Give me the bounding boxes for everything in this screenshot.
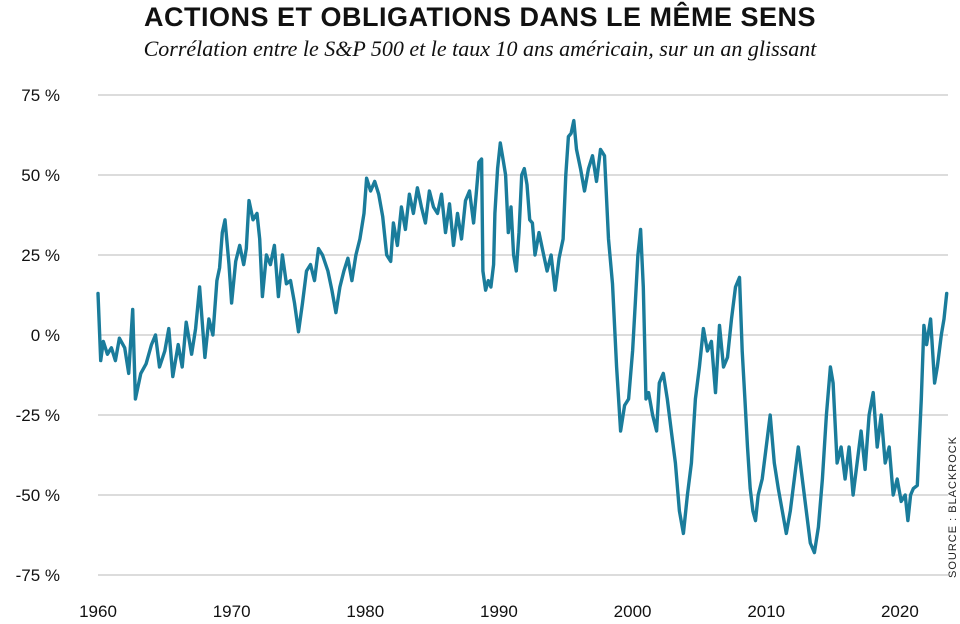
- x-tick-label: 1980: [346, 602, 384, 621]
- x-tick-label: 1960: [79, 602, 117, 621]
- chart-subtitle: Corrélation entre le S&P 500 et le taux …: [143, 36, 817, 61]
- x-axis-ticks: 1960 1970 1980 1990 2000 2010 2020: [79, 602, 919, 621]
- x-tick-label: 2000: [614, 602, 652, 621]
- chart-title: ACTIONS ET OBLIGATIONS DANS LE MÊME SENS: [143, 2, 817, 32]
- y-tick-label: 75 %: [21, 86, 60, 105]
- y-tick-label: 50 %: [21, 166, 60, 185]
- correlation-line: [96, 118, 949, 555]
- y-tick-label: -75 %: [16, 566, 60, 585]
- y-axis-ticks: 75 % 50 % 25 % 0 % -25 % -50 % -75 %: [16, 86, 60, 585]
- gridlines: [98, 94, 948, 576]
- y-tick-label: -50 %: [16, 486, 60, 505]
- x-tick-label: 2010: [747, 602, 785, 621]
- x-tick-label: 1970: [213, 602, 251, 621]
- y-tick-label: 25 %: [21, 246, 60, 265]
- x-tick-label: 2020: [881, 602, 919, 621]
- x-tick-label: 1990: [480, 602, 518, 621]
- y-tick-label: -25 %: [16, 406, 60, 425]
- y-tick-label: 0 %: [31, 326, 60, 345]
